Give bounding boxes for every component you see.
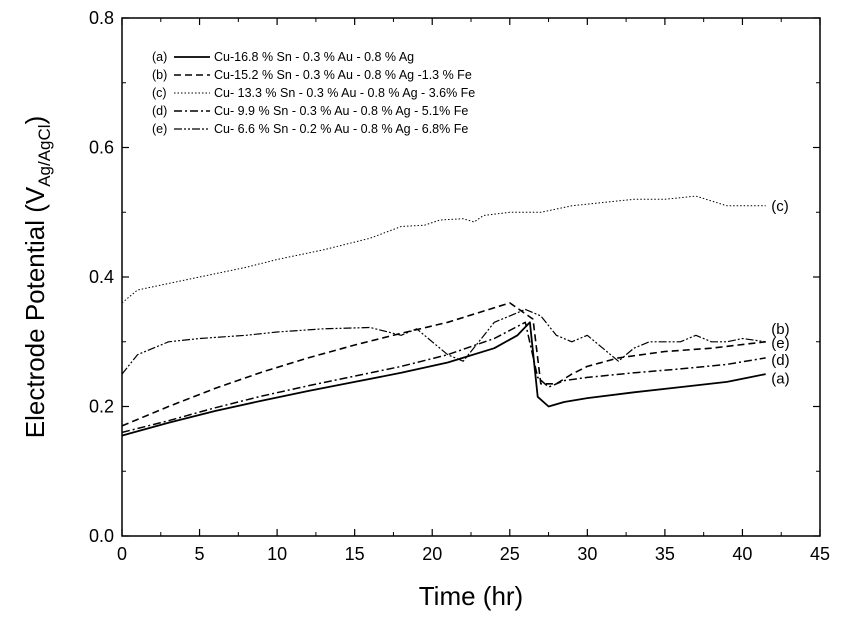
series-line: [122, 321, 766, 437]
y-axis-title-main: Electrode Potential (V: [20, 186, 50, 438]
y-tick-label: 0.0: [89, 526, 114, 546]
x-tick-label: 15: [345, 544, 365, 564]
legend-tag: (a): [152, 50, 167, 64]
y-axis-title-close: ): [20, 116, 50, 125]
series-end-label: (e): [771, 335, 789, 352]
series-line: [122, 321, 766, 434]
x-tick-label: 40: [732, 544, 752, 564]
series-end-label: (d): [771, 352, 789, 369]
x-tick-label: 20: [422, 544, 442, 564]
legend: (a) Cu-16.8 % Sn - 0.3 % Au - 0.8 % Ag (b)…: [152, 50, 475, 136]
y-tick-label: 0.2: [89, 397, 114, 417]
legend-label: Cu-16.8 % Sn - 0.3 % Au - 0.8 % Ag: [214, 50, 414, 64]
y-tick-label: 0.8: [89, 8, 114, 28]
y-axis: 0.0 0.2 0.4 0.6 0.8: [89, 8, 820, 546]
y-axis-title-subscript: Ag/AgCl: [35, 124, 54, 186]
x-tick-label: 45: [810, 544, 830, 564]
y-axis-title: Electrode Potential (VAg/AgCl): [20, 116, 54, 439]
x-tick-label: 5: [195, 544, 205, 564]
x-tick-label: 25: [500, 544, 520, 564]
x-axis: 0 5 10 15 20 25 30 35 40 45: [117, 18, 830, 564]
x-axis-title: Time (hr): [419, 581, 523, 611]
series-line: [122, 302, 766, 427]
series-line: [122, 195, 766, 304]
y-tick-label: 0.6: [89, 138, 114, 158]
legend-label: Cu-15.2 % Sn - 0.3 % Au - 0.8 % Ag -1.3 …: [214, 68, 472, 82]
series-line: [122, 308, 766, 375]
x-tick-label: 35: [655, 544, 675, 564]
series-end-label: (b): [771, 321, 789, 338]
series-end-label: (a): [771, 371, 789, 388]
legend-label: Cu- 13.3 % Sn - 0.3 % Au - 0.8 % Ag - 3.…: [214, 86, 475, 100]
legend-tag: (d): [152, 104, 167, 118]
chart-traces: [122, 195, 766, 437]
x-tick-label: 10: [267, 544, 287, 564]
x-tick-label: 0: [117, 544, 127, 564]
series-end-labels: (c) (b)(e)(d) (a): [771, 198, 789, 388]
legend-tag: (e): [152, 122, 167, 136]
legend-tag: (c): [152, 86, 167, 100]
series-end-label: (c): [771, 198, 789, 215]
legend-label: Cu- 6.6 % Sn - 0.2 % Au - 0.8 % Ag - 6.8…: [214, 122, 468, 136]
legend-tag: (b): [152, 68, 167, 82]
x-tick-label: 30: [577, 544, 597, 564]
y-tick-label: 0.4: [89, 267, 114, 287]
legend-label: Cu- 9.9 % Sn - 0.3 % Au - 0.8 % Ag - 5.1…: [214, 104, 468, 118]
